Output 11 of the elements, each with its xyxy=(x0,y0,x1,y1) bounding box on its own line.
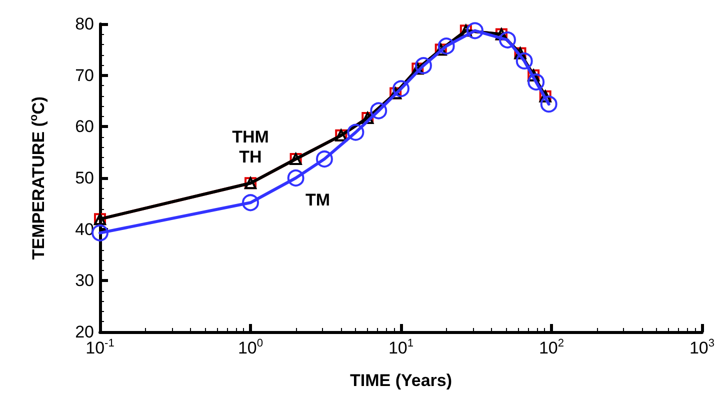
y-axis-title: TEMPERATURE (oC) xyxy=(28,96,48,260)
series-label: THM xyxy=(232,128,269,147)
y-tick-label: 70 xyxy=(75,66,94,85)
x-axis-title: TIME (Years) xyxy=(350,371,452,390)
series-label: TM xyxy=(306,190,330,210)
series-label: TH xyxy=(239,148,262,167)
y-tick-label: 20 xyxy=(75,322,94,342)
y-tick-label: 30 xyxy=(75,271,94,290)
y-tick-label: 50 xyxy=(75,168,94,188)
y-tick-label: 80 xyxy=(75,14,94,34)
y-tick-label: 60 xyxy=(75,117,94,136)
